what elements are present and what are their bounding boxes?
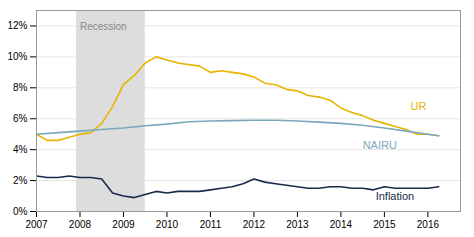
svg-text:Recession: Recession xyxy=(80,21,127,32)
svg-text:2013: 2013 xyxy=(286,219,309,230)
svg-text:12%: 12% xyxy=(7,20,27,31)
svg-text:2%: 2% xyxy=(13,175,28,186)
svg-text:2010: 2010 xyxy=(156,219,179,230)
svg-text:2008: 2008 xyxy=(69,219,92,230)
svg-text:2011: 2011 xyxy=(200,219,222,230)
svg-text:2016: 2016 xyxy=(417,219,440,230)
svg-text:6%: 6% xyxy=(13,113,28,124)
svg-text:0%: 0% xyxy=(13,206,28,217)
svg-text:2007: 2007 xyxy=(25,219,48,230)
svg-text:10%: 10% xyxy=(7,51,27,62)
svg-text:2015: 2015 xyxy=(373,219,396,230)
svg-text:4%: 4% xyxy=(13,144,28,155)
svg-text:UR: UR xyxy=(410,100,426,112)
svg-text:2012: 2012 xyxy=(243,219,266,230)
svg-text:2014: 2014 xyxy=(330,219,353,230)
svg-text:Inflation: Inflation xyxy=(376,190,415,202)
svg-text:2009: 2009 xyxy=(112,219,135,230)
svg-text:8%: 8% xyxy=(13,82,28,93)
svg-text:NAIRU: NAIRU xyxy=(363,139,397,151)
